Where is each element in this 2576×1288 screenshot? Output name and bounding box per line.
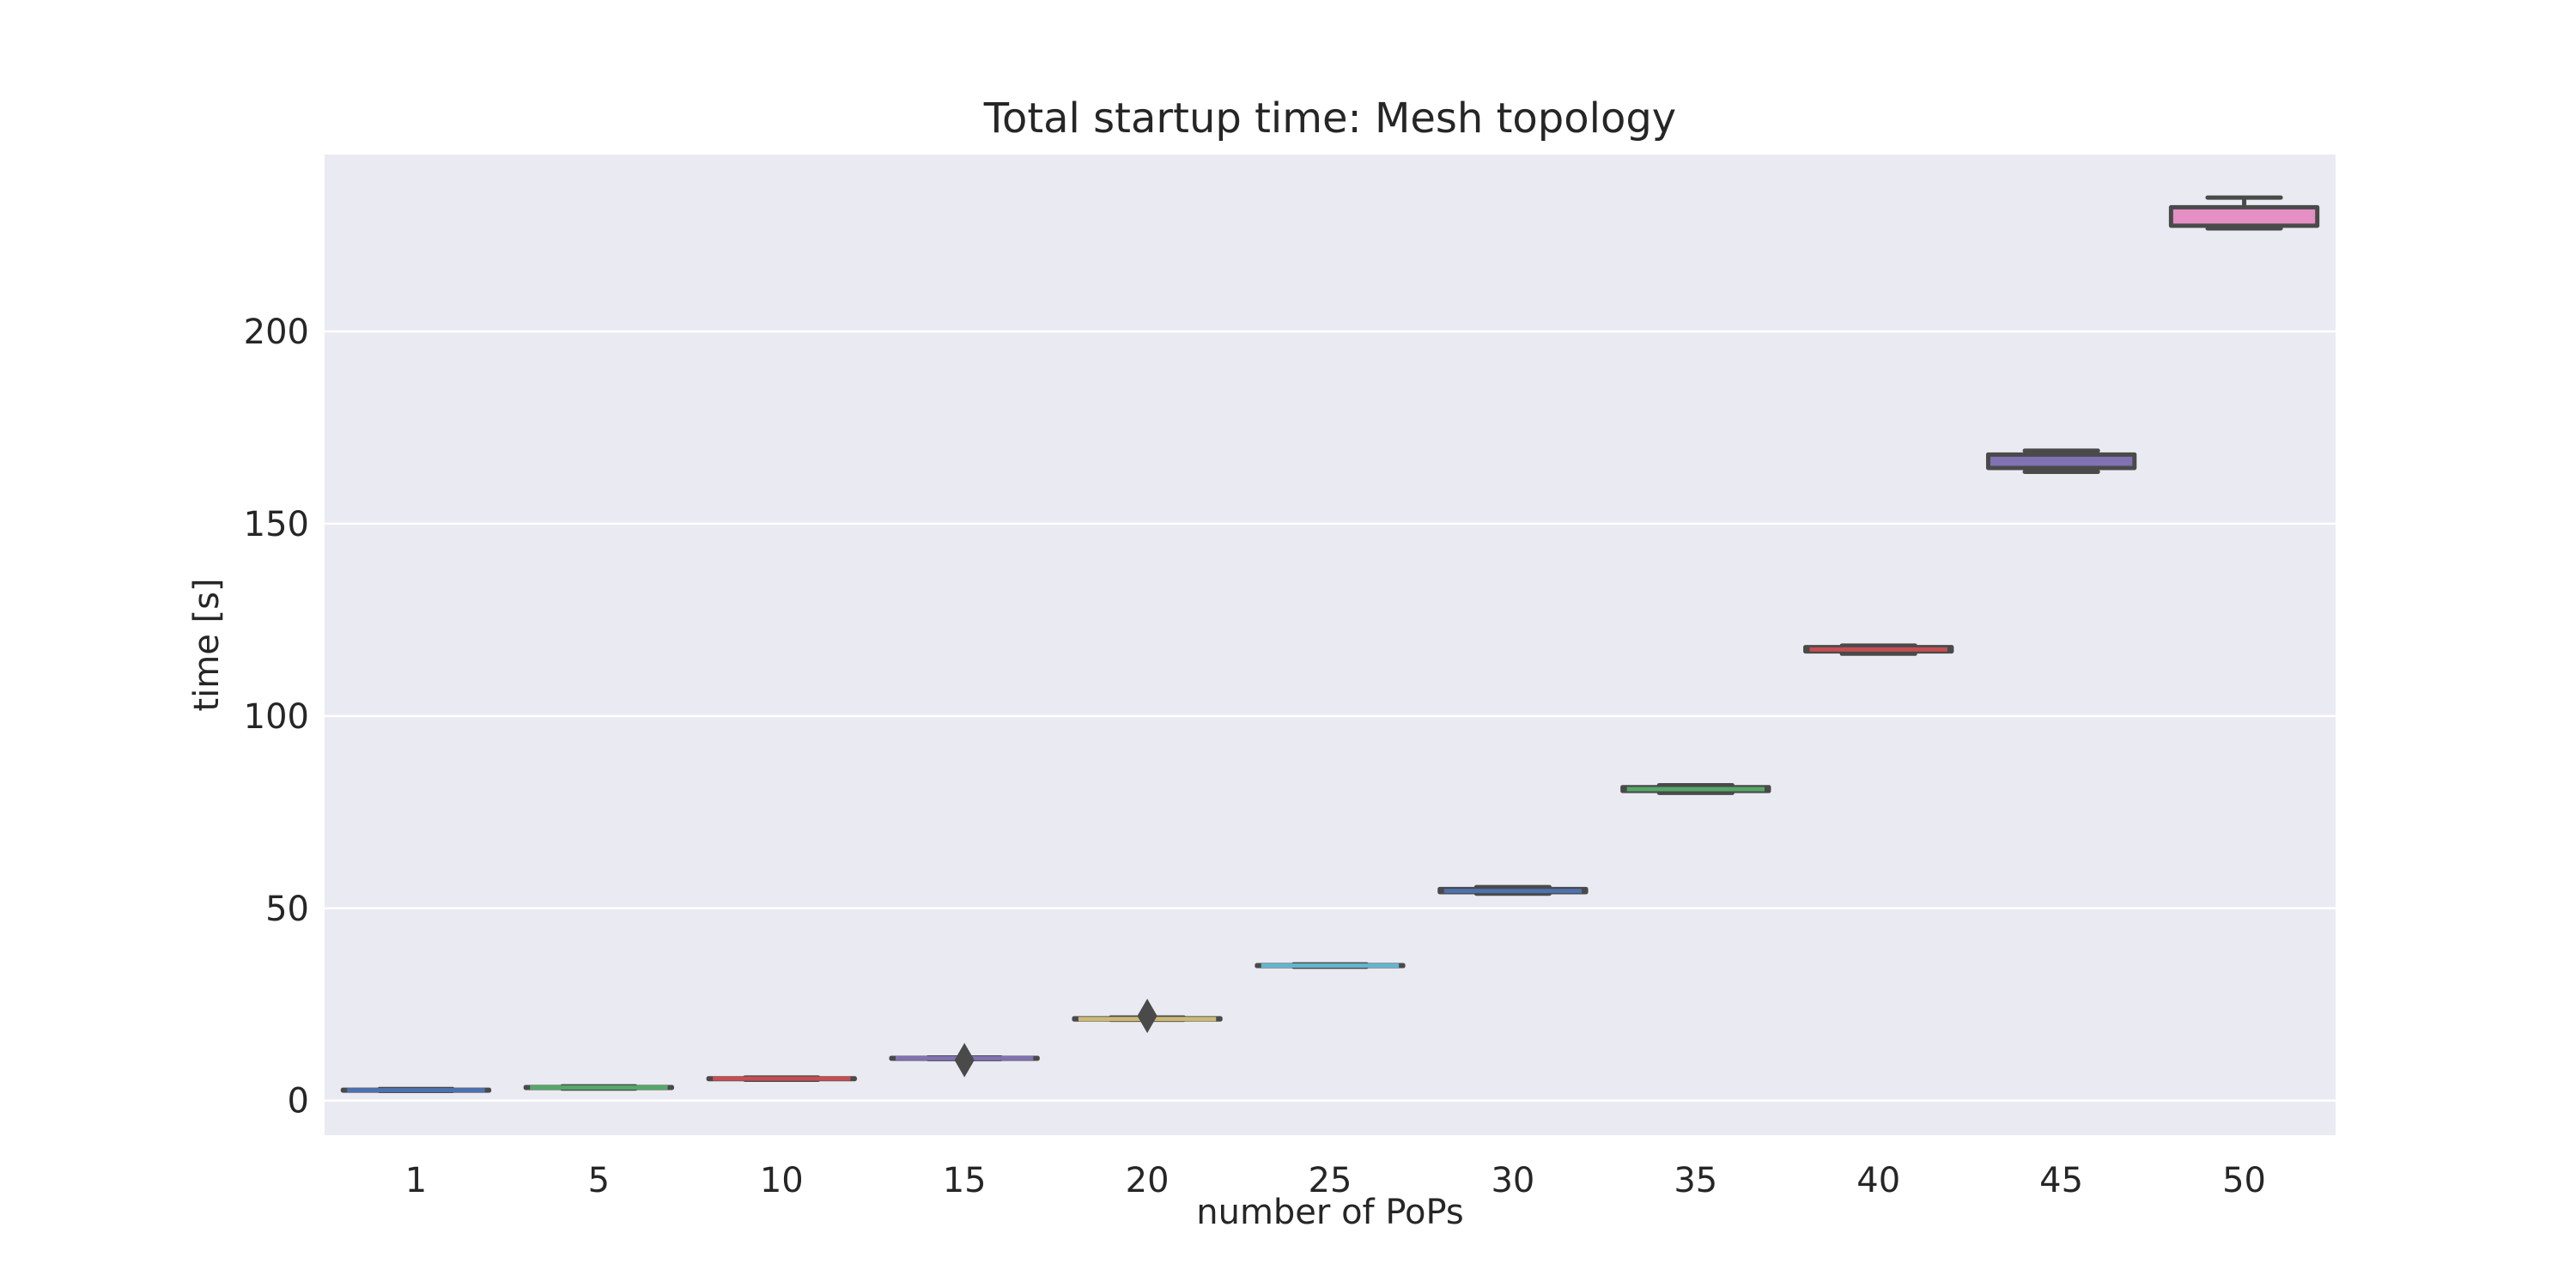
y-tick-label: 150 xyxy=(244,505,309,544)
plot-area-background xyxy=(325,155,2336,1135)
box-20 xyxy=(1072,999,1223,1034)
box-1 xyxy=(340,1086,492,1093)
box-15 xyxy=(889,1042,1040,1078)
y-tick-labels: 0 50 100 150 200 xyxy=(244,313,309,1121)
x-tick-label: 10 xyxy=(760,1161,804,1200)
y-tick-label: 50 xyxy=(265,890,309,929)
outlier-marker xyxy=(1137,999,1157,1034)
x-tick-label: 20 xyxy=(1126,1161,1170,1200)
x-tick-label: 50 xyxy=(2222,1161,2266,1200)
x-tick-label: 30 xyxy=(1491,1161,1534,1200)
y-tick-label: 0 xyxy=(288,1082,309,1121)
gridlines xyxy=(325,330,2336,1102)
x-tick-labels: 1 5 10 15 20 25 30 35 40 45 50 xyxy=(405,1161,2266,1200)
y-axis-label: time [s] xyxy=(187,578,227,711)
x-tick-label: 25 xyxy=(1309,1161,1352,1200)
boxes-group xyxy=(340,195,2320,1093)
box-40 xyxy=(1803,643,1954,656)
box-25 xyxy=(1255,962,1406,969)
x-tick-label: 35 xyxy=(1674,1161,1717,1200)
box-10 xyxy=(706,1075,857,1083)
outlier-marker xyxy=(954,1042,975,1078)
y-tick-label: 200 xyxy=(244,313,309,352)
box-5 xyxy=(523,1084,675,1091)
box-45 xyxy=(1985,448,2137,474)
chart-title: Total startup time: Mesh topology xyxy=(983,94,1676,143)
box-30 xyxy=(1437,884,1589,896)
x-tick-label: 40 xyxy=(1856,1161,1900,1200)
x-tick-label: 1 xyxy=(405,1161,427,1200)
x-tick-label: 15 xyxy=(943,1161,987,1200)
y-tick-label: 100 xyxy=(244,697,309,737)
box-50 xyxy=(2168,195,2320,231)
x-axis-label: number of PoPs xyxy=(1196,1193,1464,1232)
box-35 xyxy=(1620,782,1771,795)
x-tick-label: 45 xyxy=(2039,1161,2083,1200)
x-tick-label: 5 xyxy=(588,1161,610,1200)
